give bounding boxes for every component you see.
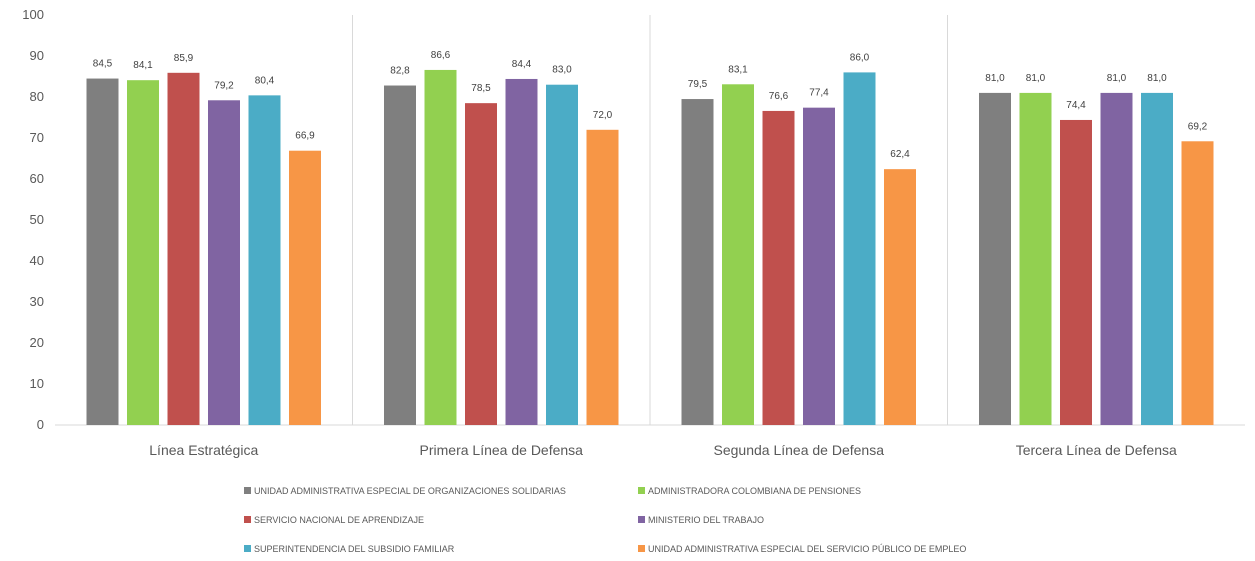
- data-label: 84,4: [512, 59, 532, 70]
- bar: [167, 72, 200, 425]
- data-label: 74,4: [1066, 100, 1086, 111]
- y-tick-label: 100: [22, 7, 44, 22]
- bars: [86, 69, 1214, 426]
- data-label: 85,9: [174, 53, 194, 64]
- y-tick-label: 60: [30, 171, 44, 186]
- bar: [803, 107, 835, 425]
- bar: [681, 99, 714, 426]
- x-tick-label: Primera Línea de Defensa: [420, 442, 584, 458]
- bar: [843, 72, 876, 426]
- data-label: 82,8: [390, 66, 410, 77]
- data-label: 77,4: [809, 88, 829, 99]
- bar: [127, 80, 159, 425]
- data-label: 83,0: [552, 65, 572, 76]
- bar: [1100, 92, 1133, 426]
- legend-label: ADMINISTRADORA COLOMBIANA DE PENSIONES: [648, 486, 861, 496]
- data-label: 72,0: [593, 110, 613, 121]
- bar: [208, 100, 240, 425]
- x-axis: Línea Estratégica Primera Línea de Defens…: [149, 442, 1177, 458]
- legend-label: UNIDAD ADMINISTRATIVA ESPECIAL DEL SERVI…: [648, 544, 966, 554]
- bar: [722, 84, 754, 425]
- legend-item: ADMINISTRADORA COLOMBIANA DE PENSIONES: [638, 486, 861, 496]
- bar: [586, 129, 619, 426]
- y-tick-label: 10: [30, 376, 44, 391]
- data-label: 76,6: [769, 91, 789, 102]
- legend-item: SUPERINTENDENCIA DEL SUBSIDIO FAMILIAR: [244, 544, 455, 554]
- data-label: 86,0: [850, 52, 870, 63]
- bar: [884, 169, 916, 425]
- x-tick-label: Segunda Línea de Defensa: [714, 442, 885, 458]
- legend-swatch: [638, 545, 645, 552]
- legend-swatch: [244, 516, 251, 523]
- x-tick-label: Línea Estratégica: [149, 442, 258, 458]
- data-label: 81,0: [985, 73, 1005, 84]
- data-label: 81,0: [1107, 73, 1127, 84]
- y-tick-label: 80: [30, 89, 44, 104]
- legend-label: SERVICIO NACIONAL DE APRENDIZAJE: [254, 515, 424, 525]
- bar: [289, 150, 321, 425]
- y-tick-label: 40: [30, 253, 44, 268]
- data-label: 80,4: [255, 75, 275, 86]
- data-label: 83,1: [728, 64, 748, 75]
- data-label: 62,4: [890, 149, 910, 160]
- bar: [979, 92, 1011, 426]
- legend-label: UNIDAD ADMINISTRATIVA ESPECIAL DE ORGANI…: [254, 486, 566, 496]
- legend-swatch: [244, 545, 251, 552]
- bar: [424, 69, 457, 425]
- legend-swatch: [638, 487, 645, 494]
- bar: [384, 85, 416, 426]
- data-label: 69,2: [1188, 121, 1208, 132]
- bar: [1141, 92, 1173, 426]
- x-tick-label: Tercera Línea de Defensa: [1016, 442, 1177, 458]
- legend-label: SUPERINTENDENCIA DEL SUBSIDIO FAMILIAR: [254, 544, 455, 554]
- y-tick-label: 0: [37, 417, 44, 432]
- y-tick-label: 20: [30, 335, 44, 350]
- data-label: 78,5: [471, 83, 491, 94]
- data-label: 79,2: [214, 80, 234, 91]
- data-label: 86,6: [431, 50, 451, 61]
- y-tick-label: 50: [30, 212, 44, 227]
- bar: [762, 110, 795, 425]
- bar: [86, 78, 119, 426]
- legend-item: UNIDAD ADMINISTRATIVA ESPECIAL DE ORGANI…: [244, 486, 566, 496]
- legend-item: MINISTERIO DEL TRABAJO: [638, 515, 764, 525]
- data-label: 81,0: [1026, 73, 1046, 84]
- data-label: 66,9: [295, 131, 315, 142]
- legend-item: UNIDAD ADMINISTRATIVA ESPECIAL DEL SERVI…: [638, 544, 966, 554]
- data-label: 84,5: [93, 59, 113, 70]
- y-tick-label: 90: [30, 48, 44, 63]
- data-label: 79,5: [688, 79, 708, 90]
- category-separators: [352, 15, 948, 425]
- legend-swatch: [638, 516, 645, 523]
- bar: [546, 84, 578, 425]
- y-tick-label: 30: [30, 294, 44, 309]
- data-labels: 84,5 84,1 85,9 79,2 80,4 66,9 82,8 86,6 78,5 84,4…: [93, 50, 1208, 160]
- bar: [248, 95, 281, 426]
- data-label: 84,1: [133, 60, 153, 71]
- y-tick-label: 70: [30, 130, 44, 145]
- bar: [505, 78, 538, 426]
- legend: UNIDAD ADMINISTRATIVA ESPECIAL DE ORGANI…: [244, 486, 966, 554]
- bar: [1060, 119, 1092, 426]
- data-label: 81,0: [1147, 73, 1167, 84]
- bar: [465, 103, 497, 426]
- legend-item: SERVICIO NACIONAL DE APRENDIZAJE: [244, 515, 424, 525]
- bar: [1019, 92, 1052, 426]
- legend-swatch: [244, 487, 251, 494]
- legend-label: MINISTERIO DEL TRABAJO: [648, 515, 764, 525]
- bar: [1181, 141, 1214, 425]
